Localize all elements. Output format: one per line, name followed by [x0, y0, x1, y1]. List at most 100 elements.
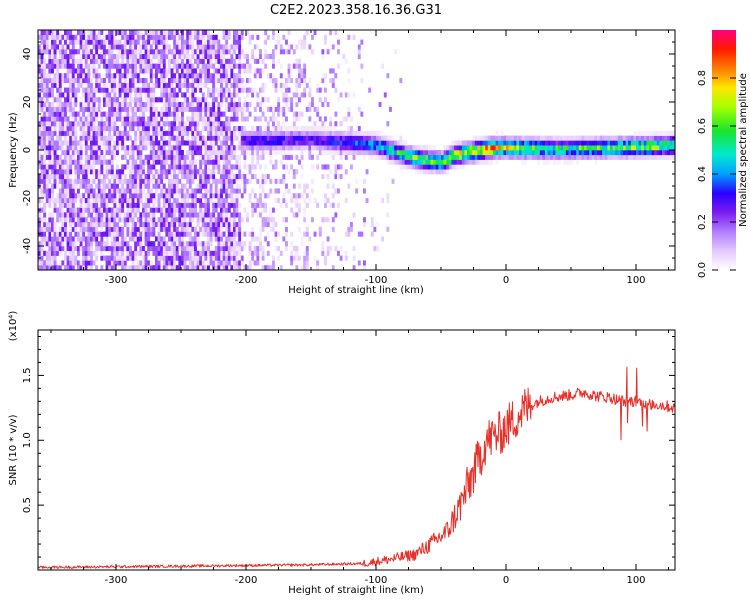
spectrogram-cell	[246, 212, 249, 218]
spectrogram-cell	[217, 241, 221, 247]
spectrogram-cell	[212, 140, 216, 146]
spectrogram-cell	[155, 126, 158, 132]
spectrogram-cell	[168, 154, 171, 160]
spectrogram-cell	[573, 145, 577, 151]
spectrogram-cell	[277, 130, 281, 136]
spectrogram-cell	[165, 198, 169, 204]
spectrogram-cell	[48, 178, 52, 184]
spectrogram-cell	[165, 97, 169, 103]
spectrogram-cell	[651, 154, 655, 160]
spectrogram-cell	[204, 169, 208, 175]
spectrogram-cell	[56, 34, 60, 40]
spectrogram-cell	[136, 154, 140, 160]
spectrogram-cell	[222, 169, 226, 175]
spectrogram-cell	[230, 73, 234, 79]
spectrogram-cell	[144, 222, 148, 228]
spectrogram-cell	[300, 111, 304, 117]
spectrogram-cell	[399, 145, 403, 151]
spectrogram-cell	[217, 111, 221, 117]
spectrogram-cell	[77, 30, 80, 36]
spectrogram-cell	[53, 130, 57, 136]
spectrogram-cell	[334, 135, 338, 141]
spectrogram-cell	[256, 97, 260, 103]
spectrogram-cell	[342, 150, 346, 156]
spectrogram-cell	[204, 231, 208, 237]
spectrogram-cell	[100, 169, 104, 175]
spectrogram-cell	[386, 121, 390, 127]
spectrogram-cell	[220, 207, 223, 213]
spectrogram-cell	[139, 111, 143, 117]
spectrogram-cell	[220, 169, 223, 175]
spectrogram-cell	[311, 217, 314, 223]
spectrogram-cell	[95, 140, 99, 146]
spectrogram-cell	[186, 164, 190, 170]
spectrogram-cell	[131, 121, 135, 127]
spectrogram-cell	[66, 140, 70, 146]
spectrogram-cell	[144, 207, 148, 213]
spectrogram-cell	[214, 135, 218, 141]
spectrogram-cell	[191, 265, 195, 270]
spectrogram-cell	[524, 145, 528, 151]
spectrogram-cell	[199, 150, 203, 156]
spectrogram-cell	[324, 73, 327, 79]
spectrogram-cell	[194, 260, 197, 266]
spectrogram-cell	[248, 39, 252, 45]
spectrogram-cell	[155, 68, 158, 74]
spectrogram-cell	[173, 44, 177, 50]
spectrogram-cell	[487, 135, 491, 141]
spectrogram-cell	[430, 154, 434, 160]
spectrogram-cell	[243, 164, 247, 170]
spectrogram-cell	[420, 159, 424, 165]
spectrogram-cell	[160, 30, 164, 36]
spectrogram-cell	[243, 68, 247, 74]
spectrogram-cell	[196, 34, 200, 40]
spectrogram-cell	[217, 102, 221, 108]
spectrogram-cell	[287, 130, 291, 136]
spectrogram-cell	[607, 150, 611, 156]
spectrogram-cell	[38, 241, 41, 247]
spectrogram-cell	[256, 58, 260, 64]
spectrogram-cell	[87, 236, 91, 242]
spectrogram-cell	[212, 207, 216, 213]
spectrogram-cell	[633, 154, 637, 160]
spectrogram-cell	[147, 82, 151, 88]
spectrogram-cell	[100, 202, 104, 208]
spectrogram-cell	[51, 250, 54, 256]
spectrogram-cell	[100, 212, 104, 218]
spectrogram-cell	[373, 226, 377, 232]
spectrogram-cell	[40, 111, 44, 117]
spectrogram-cell	[201, 116, 205, 122]
spectrogram-cell	[347, 231, 351, 237]
spectrogram-cell	[654, 145, 658, 151]
spectrogram-cell	[386, 226, 390, 232]
spectrogram-cell	[209, 222, 213, 228]
spectrogram-cell	[357, 106, 361, 112]
spectrogram-cell	[108, 34, 112, 40]
spectrogram-cell	[391, 178, 395, 184]
spectrogram-cell	[220, 44, 223, 50]
spectrogram-cell	[170, 222, 174, 228]
spectrogram-cell	[194, 169, 197, 175]
spectrogram-cell	[204, 193, 208, 199]
spectrogram-cell	[162, 154, 166, 160]
spectrogram-cell	[295, 102, 299, 108]
spectrogram-cell	[183, 78, 187, 84]
spectrogram-cell	[123, 54, 127, 60]
spectrogram-cell	[425, 154, 429, 160]
spectrogram-cell	[303, 34, 307, 40]
spectrogram-cell	[103, 140, 106, 146]
spectrogram-cell	[264, 30, 268, 36]
spectrogram-cell	[168, 169, 171, 175]
spectrogram-cell	[175, 188, 179, 194]
spectrogram-cell	[43, 145, 47, 151]
spectrogram-cell	[129, 154, 132, 160]
spectrogram-cell	[100, 154, 104, 160]
spectrogram-cell	[222, 183, 226, 189]
spectrogram-cell	[183, 54, 187, 60]
spectrogram-cell	[144, 236, 148, 242]
spectrogram-cell	[121, 82, 125, 88]
spectrogram-cell	[69, 68, 73, 74]
spectrogram-cell	[69, 130, 73, 136]
spectrogram-cell	[298, 130, 301, 136]
